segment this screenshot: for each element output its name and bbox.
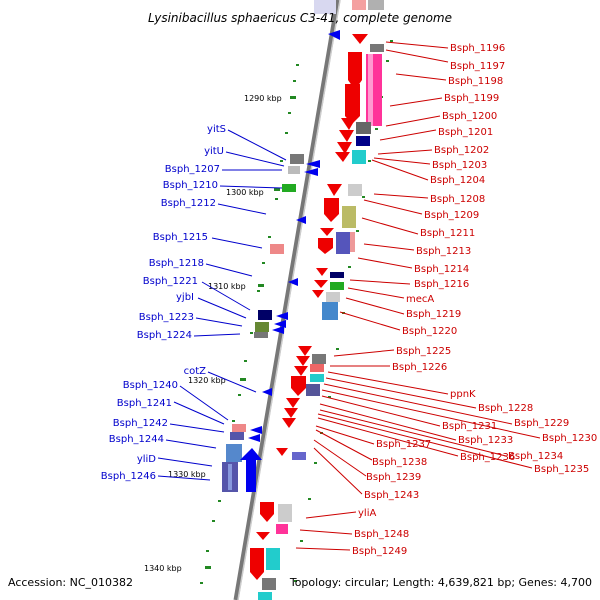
kbp-ticks: 1290 kbp 1300 kbp 1310 kbp 1320 kbp 1330… [144,94,296,573]
gene-label-left: Bsph_1221 [143,276,198,287]
gene-label-right: Bsph_1216 [414,279,469,290]
tick-label: 1300 kbp [226,188,264,197]
gene-label-right: Bsph_1200 [442,111,497,122]
gene-label-right: Bsph_1248 [354,529,409,540]
gene-label-right: Bsph_1211 [420,228,475,239]
gene-label-right: ppnK [450,389,476,400]
gene-label-left: Bsph_1240 [123,380,178,391]
gene-label-left: Bsph_1244 [109,434,164,445]
accession-text: Accession: NC_010382 [8,576,133,589]
tick-label: 1310 kbp [208,282,246,291]
gene-label-right: Bsph_1204 [430,175,485,186]
gene-label-left: yitU [204,146,224,157]
gene-label-left: Bsph_1207 [165,164,220,175]
gene-label-left: Bsph_1241 [117,398,172,409]
gene-label-right: Bsph_1236 [460,452,515,463]
gene-label-right: Bsph_1208 [430,194,485,205]
gene-label-left: yjbI [176,292,194,303]
gene-label-right: Bsph_1231 [442,421,497,432]
reverse-strand-genes [222,0,340,492]
genome-backbone-highlight [237,0,341,600]
topology-text: Topology: circular; Length: 4,639,821 bp… [289,576,592,589]
gene-label-right: Bsph_1249 [352,546,407,557]
gene-label-right: Bsph_1197 [450,61,505,72]
gene-label-right: Bsph_1243 [364,490,419,501]
gene-label-right: Bsph_1220 [402,326,457,337]
gene-label-right: Bsph_1233 [458,435,513,446]
gene-label-left: Bsph_1246 [101,471,156,482]
gene-label-right: Bsph_1238 [372,457,427,468]
gene-label-right: yliA [358,508,376,519]
gene-label-right: Bsph_1202 [434,145,489,156]
left-connectors [157,129,287,481]
tick-label: 1290 kbp [244,94,282,103]
gene-label-right: Bsph_1230 [542,433,597,444]
gene-label-right: Bsph_1203 [432,160,487,171]
gene-label-right: Bsph_1214 [414,264,469,275]
gene-label-left: yliD [137,454,156,465]
gene-label-left: Bsph_1215 [153,232,208,243]
gene-label-left: Bsph_1242 [113,418,168,429]
gene-label-left: Bsph_1212 [161,198,216,209]
tick-label: 1320 kbp [188,376,226,385]
gene-label-right: Bsph_1235 [534,464,589,475]
gene-arrow [348,52,362,90]
gene-label-right: Bsph_1228 [478,403,533,414]
left-labels: yitS yitU Bsph_1207 Bsph_1210 Bsph_1212 Bsph_… [101,124,226,482]
gene-label-right: Bsph_1199 [444,93,499,104]
gene-label-right: Bsph_1201 [438,127,493,138]
gene-arrow [345,84,360,124]
right-labels: Bsph_1196 Bsph_1197 Bsph_1198 Bsph_1199 Bsph… [352,43,597,557]
gene-label-right: Bsph_1229 [514,418,569,429]
gene-label-right: Bsph_1226 [392,362,447,373]
gene-arrow [352,34,368,44]
gene-label-left: Bsph_1223 [139,312,194,323]
gene-label-right: Bsph_1196 [450,43,505,54]
right-connectors [295,41,541,551]
gene-label-left: Bsph_1218 [149,258,204,269]
forward-strand-genes [250,0,384,600]
gene-label-right: Bsph_1239 [366,472,421,483]
genome-backbone [233,0,341,600]
gene-label-right: Bsph_1213 [416,246,471,257]
gene-label-right: Bsph_1225 [396,346,451,357]
gene-label-right: Bsph_1209 [424,210,479,221]
gene-label-right: mecA [406,294,434,305]
gene-label-right: Bsph_1219 [406,309,461,320]
gene-label-left: Bsph_1224 [137,330,192,341]
tick-label: 1330 kbp [168,470,206,479]
tick-label: 1340 kbp [144,564,182,573]
gene-label-right: Bsph_1237 [376,439,431,450]
gene-label-left: yitS [207,124,226,135]
gene-label-right: Bsph_1234 [508,451,563,462]
gene-label-right: Bsph_1198 [448,76,503,87]
scale-ring [200,40,393,584]
map-title: Lysinibacillus sphaericus C3-41, complet… [148,11,452,25]
gene-label-left: Bsph_1210 [163,180,218,191]
gene-label-left: cotZ [184,366,207,377]
